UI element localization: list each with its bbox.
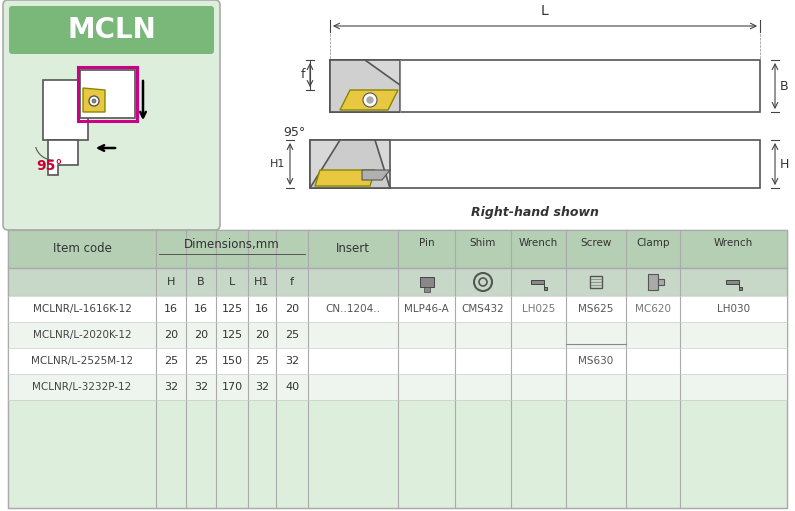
Bar xyxy=(658,279,664,285)
Text: H1: H1 xyxy=(270,159,285,169)
Text: B: B xyxy=(197,277,205,287)
Polygon shape xyxy=(362,170,390,180)
Bar xyxy=(8,296,787,322)
Polygon shape xyxy=(315,170,375,186)
FancyBboxPatch shape xyxy=(9,6,214,54)
Text: f: f xyxy=(301,68,305,81)
Text: 25: 25 xyxy=(194,356,208,366)
Text: 125: 125 xyxy=(222,304,242,314)
Text: 125: 125 xyxy=(222,330,242,340)
Text: MC620: MC620 xyxy=(635,304,671,314)
Bar xyxy=(8,230,787,268)
Text: MCLN: MCLN xyxy=(67,16,156,44)
Text: MS630: MS630 xyxy=(579,356,614,366)
Polygon shape xyxy=(530,280,546,290)
Bar xyxy=(330,60,760,112)
Text: 170: 170 xyxy=(222,382,242,392)
Polygon shape xyxy=(48,140,78,175)
Circle shape xyxy=(363,93,377,107)
Bar xyxy=(8,230,787,508)
Polygon shape xyxy=(340,90,398,110)
Text: B: B xyxy=(780,80,789,92)
Text: CN..1204..: CN..1204.. xyxy=(325,304,381,314)
Text: Wrench: Wrench xyxy=(519,238,558,248)
Polygon shape xyxy=(83,88,105,112)
Text: H: H xyxy=(167,277,175,287)
Text: 95°: 95° xyxy=(283,126,305,138)
Text: L: L xyxy=(229,277,235,287)
Text: MCLNR/L-2020K-12: MCLNR/L-2020K-12 xyxy=(33,330,131,340)
Text: Dimensions,mm: Dimensions,mm xyxy=(184,238,280,251)
Bar xyxy=(8,322,787,348)
Text: MLP46-A: MLP46-A xyxy=(404,304,449,314)
Text: LH030: LH030 xyxy=(717,304,750,314)
Bar xyxy=(310,140,760,188)
Text: 32: 32 xyxy=(255,382,269,392)
Text: L: L xyxy=(541,4,549,18)
Text: MCLNR/L-1616K-12: MCLNR/L-1616K-12 xyxy=(33,304,131,314)
Bar xyxy=(80,70,135,118)
Text: 16: 16 xyxy=(194,304,208,314)
Text: Item code: Item code xyxy=(52,243,111,256)
Text: 150: 150 xyxy=(222,356,242,366)
Text: 25: 25 xyxy=(164,356,178,366)
FancyBboxPatch shape xyxy=(3,0,220,230)
Text: MS625: MS625 xyxy=(578,304,614,314)
Text: Screw: Screw xyxy=(580,238,611,248)
Text: Clamp: Clamp xyxy=(636,238,669,248)
Bar xyxy=(424,287,429,292)
Text: 95°: 95° xyxy=(36,159,62,173)
Circle shape xyxy=(367,97,373,103)
Text: 20: 20 xyxy=(255,330,269,340)
Text: 32: 32 xyxy=(194,382,208,392)
Polygon shape xyxy=(726,280,742,290)
Text: Shim: Shim xyxy=(470,238,496,248)
Polygon shape xyxy=(310,140,390,188)
Bar xyxy=(8,348,787,374)
Polygon shape xyxy=(330,60,400,112)
Bar xyxy=(8,374,787,400)
Text: 32: 32 xyxy=(164,382,178,392)
Text: Pin: Pin xyxy=(419,238,434,248)
Text: 20: 20 xyxy=(194,330,208,340)
Polygon shape xyxy=(330,60,400,112)
Text: MCLNR/L-3232P-12: MCLNR/L-3232P-12 xyxy=(33,382,132,392)
Bar xyxy=(43,80,88,140)
Text: Wrench: Wrench xyxy=(714,238,753,248)
Circle shape xyxy=(89,96,99,106)
Text: 20: 20 xyxy=(285,304,299,314)
Text: LH025: LH025 xyxy=(522,304,555,314)
Bar xyxy=(420,277,433,287)
Text: 16: 16 xyxy=(255,304,269,314)
Bar xyxy=(8,268,787,296)
Text: 25: 25 xyxy=(285,330,299,340)
Bar xyxy=(78,67,137,121)
Text: H: H xyxy=(780,157,789,171)
Text: MCLNR/L-2525M-12: MCLNR/L-2525M-12 xyxy=(31,356,133,366)
Text: 20: 20 xyxy=(164,330,178,340)
Text: 25: 25 xyxy=(255,356,269,366)
Text: Right-hand shown: Right-hand shown xyxy=(471,206,599,219)
Text: f: f xyxy=(290,277,294,287)
Bar xyxy=(590,276,602,288)
Bar xyxy=(648,274,658,290)
Text: 32: 32 xyxy=(285,356,299,366)
Text: Insert: Insert xyxy=(336,243,370,256)
Circle shape xyxy=(92,99,96,103)
Polygon shape xyxy=(310,140,390,188)
Text: CMS432: CMS432 xyxy=(462,304,504,314)
Text: 40: 40 xyxy=(285,382,299,392)
Text: 16: 16 xyxy=(164,304,178,314)
Text: H1: H1 xyxy=(254,277,270,287)
